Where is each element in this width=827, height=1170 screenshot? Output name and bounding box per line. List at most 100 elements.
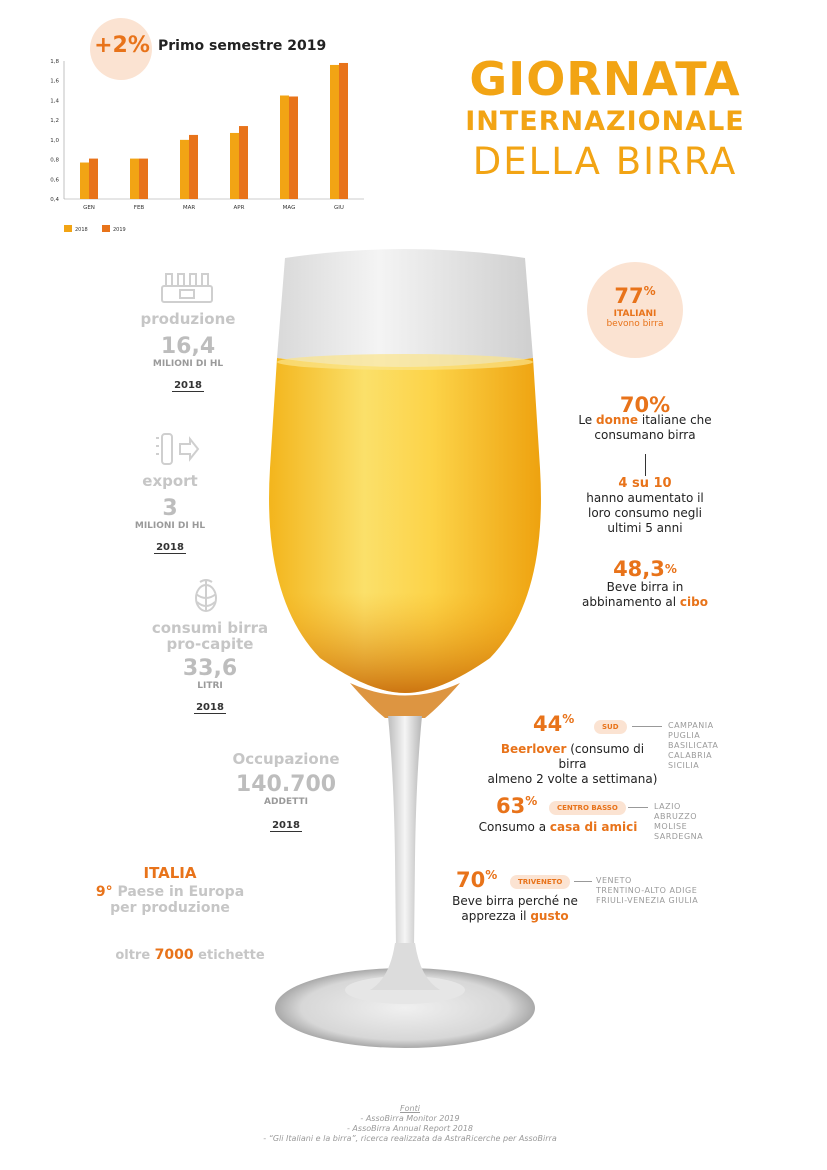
bar-2018-gen [80, 162, 89, 199]
x-tick-label: MAR [183, 205, 196, 211]
legend-label: 2019 [113, 227, 126, 233]
source-item: - AssoBirra Annual Report 2018 [347, 1124, 473, 1133]
region-item: FRIULI-VENEZIA GIULIA [596, 896, 699, 905]
sud-rest1: (consumo di birra [558, 742, 645, 771]
y-tick-label: 0,4 [50, 197, 59, 203]
title-line-2: INTERNAZIONALE [465, 106, 745, 137]
italia-block: ITALIA 9° Paese in Europa per produzione [60, 864, 280, 916]
quattro-line1: hanno aumentato il [586, 491, 704, 505]
quattro-value: 4 su 10 [618, 476, 672, 491]
triveneto-highlight: gusto [530, 909, 569, 923]
y-tick-label: 1,0 [50, 138, 59, 144]
produzione-value: 16,4 [160, 334, 216, 359]
italia-line2: per produzione [110, 900, 230, 916]
bar-2018-mag [280, 95, 289, 199]
growth-badge: +2% [94, 33, 150, 58]
cibo-pct: % [664, 562, 677, 576]
x-tick-label: GEN [83, 205, 95, 211]
sud-pill: SUD [594, 720, 627, 734]
consumi-label-2: pro-capite [166, 635, 254, 653]
occupazione-label: Occupazione [232, 750, 340, 768]
etichette-line: oltre 7000 etichette [60, 947, 320, 963]
stat-cibo: 48,3% Beve birra in abbinamento al cibo [565, 559, 725, 610]
y-tick-label: 1,6 [50, 79, 59, 85]
triveneto-pre2: apprezza il [461, 909, 531, 923]
connector-line [645, 454, 646, 476]
region-item: VENETO [596, 876, 632, 885]
italiani-value: 77 [614, 284, 644, 308]
bar-2018-feb [130, 158, 139, 199]
region-item: LAZIO [654, 802, 681, 811]
y-tick-label: 0,8 [50, 158, 59, 164]
sud-pct: % [562, 712, 575, 726]
legend-swatch [64, 225, 72, 232]
triveneto-value-group: 70% [456, 868, 497, 892]
stat-occupazione: Occupazione 140.700 ADDETTI 2018 [206, 750, 366, 832]
x-tick-label: GIU [334, 205, 344, 211]
export-value: 3 [162, 496, 178, 521]
bar-2019-giu [339, 62, 348, 199]
stat-italiani: 77% ITALIANI bevono birra [587, 284, 683, 329]
donne-pre: Le [578, 413, 596, 427]
stat-produzione: produzione 16,4 MILIONI DI HL 2018 [108, 310, 268, 392]
export-year: 2018 [154, 542, 186, 554]
produzione-unit: MILIONI DI HL [152, 359, 224, 369]
donne-line2: consumano birra [594, 428, 696, 442]
x-tick-label: MAG [283, 205, 296, 211]
y-tick-label: 1,2 [50, 118, 59, 124]
cibo-value: 48,3 [613, 557, 665, 581]
occupazione-unit: ADDETTI [264, 797, 308, 807]
bar-2019-mag [289, 96, 298, 199]
stat-consumi: consumi birra pro-capite 33,6 LITRI 2018 [130, 620, 290, 714]
italiani-pct: % [643, 284, 656, 298]
italiani-sub: bevono birra [606, 319, 664, 329]
donne-value: 70% [619, 393, 671, 417]
export-unit: MILIONI DI HL [134, 521, 206, 531]
centro-value: 63 [496, 794, 526, 818]
region-item: ABRUZZO [654, 812, 697, 821]
title-line-3: DELLA BIRRA [472, 140, 738, 183]
triveneto-pill: TRIVENETO [510, 875, 571, 889]
export-label: export [142, 472, 198, 490]
title-line-1: GIORNATA [469, 52, 741, 106]
stat-export: export 3 MILIONI DI HL 2018 [90, 472, 250, 554]
triveneto-regions: VENETO TRENTINO-ALTO ADIGE FRIULI-VENEZI… [596, 876, 698, 906]
triveneto-leader [574, 881, 592, 882]
italia-line1: Paese in Europa [112, 884, 245, 900]
italiani-label: ITALIANI [613, 309, 657, 319]
bar-2019-feb [139, 158, 148, 199]
triveneto-value: 70 [456, 868, 486, 892]
bar-2018-giu [330, 64, 339, 199]
occupazione-year: 2018 [270, 820, 302, 832]
region-item: SICILIA [668, 761, 700, 770]
bar-chart: 0,4 0,6 0,8 1,0 1,2 1,4 1,6 1,8 GEN FEB MAR APR MAG G… [50, 59, 364, 233]
cibo-highlight: cibo [679, 595, 708, 609]
badge-circle [90, 18, 152, 80]
produzione-label: produzione [140, 310, 236, 328]
legend-swatch [102, 225, 110, 232]
sud-highlight: Beerlover [500, 742, 567, 756]
bar-2018-mar [180, 139, 189, 199]
centro-pill: CENTRO BASSO [549, 801, 626, 815]
centro-text: Consumo a casa di amici [478, 820, 638, 835]
region-item: BASILICATA [668, 741, 719, 750]
occupazione-value: 140.700 [235, 772, 337, 797]
bar-2019-apr [239, 126, 248, 199]
etichette-post: etichette [193, 948, 265, 963]
centro-regions: LAZIO ABRUZZO MOLISE SARDEGNA [654, 802, 703, 842]
sud-value-group: 44% [533, 712, 574, 736]
produzione-year: 2018 [172, 380, 204, 392]
cibo-line1: Beve birra in [606, 580, 684, 594]
quattro-line3: ultimi 5 anni [607, 521, 683, 535]
beer-crate-icon [158, 270, 216, 310]
x-tick-label: APR [234, 205, 245, 211]
sud-value: 44 [533, 712, 563, 736]
region-item: CAMPANIA [668, 721, 714, 730]
centro-pct: % [525, 794, 538, 808]
region-item: SARDEGNA [654, 832, 704, 841]
etichette-pre: oltre [115, 948, 155, 963]
source-item: - “Gli Italiani e la birra”, ricerca rea… [263, 1134, 557, 1143]
chart-title: Primo semestre 2019 [158, 38, 327, 54]
sources-title: Fonti [400, 1104, 420, 1113]
consumi-year: 2018 [194, 702, 226, 714]
